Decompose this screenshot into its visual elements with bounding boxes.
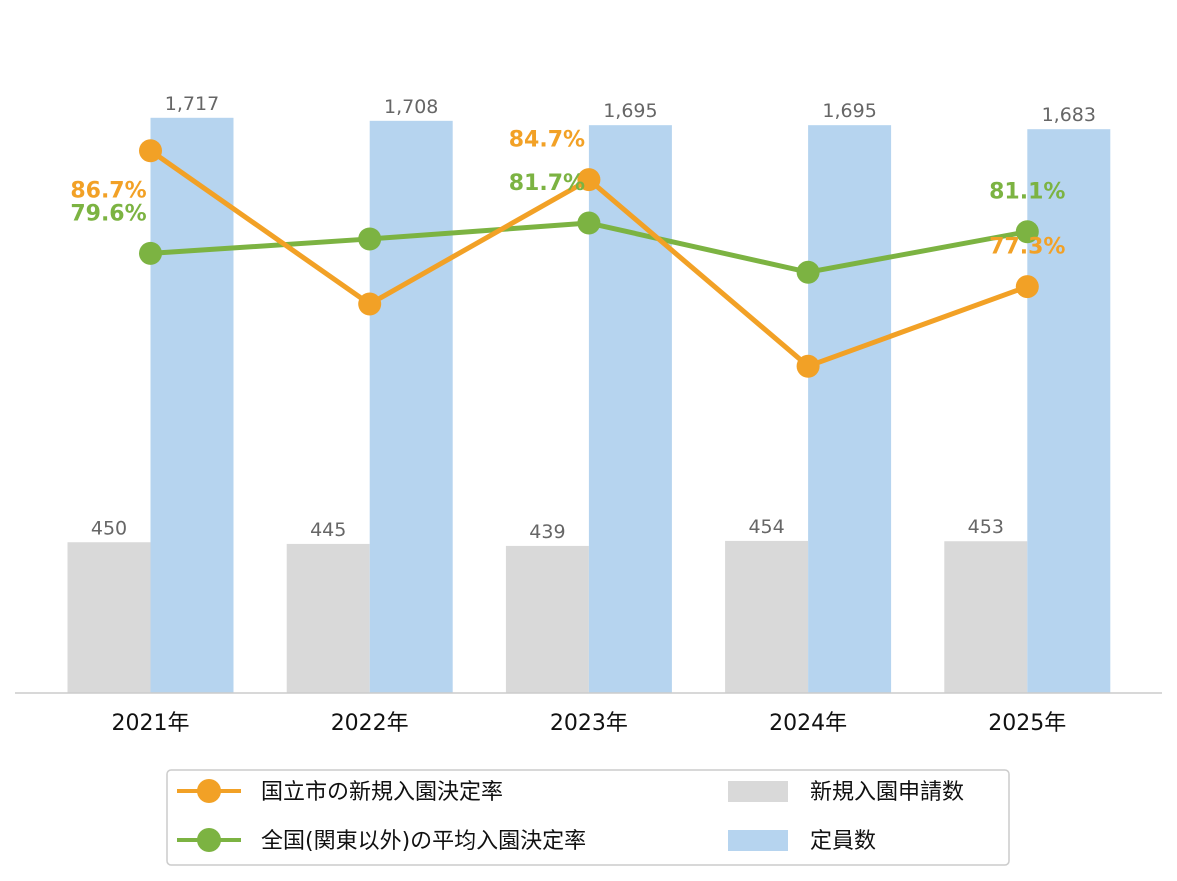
bar-value-label: 450 [91,517,127,539]
line-value-label: 81.7% [509,171,585,196]
legend-marker-swatch [197,828,221,852]
x-tick-label: 2023年 [550,711,628,736]
x-tick-label: 2021年 [112,711,190,736]
bar-applications [286,543,370,693]
bar-capacity [588,125,672,694]
legend-item-capacity: 定員数 [728,829,876,854]
legend-label: 新規入園申請数 [810,780,964,805]
legend-label: 国立市の新規入園決定率 [261,780,503,805]
x-tick-label: 2022年 [331,711,409,736]
line-value-labels: 86.7% 84.7% 77.3% 79.6% 81.7% 81.1% [70,128,1065,260]
line-point [577,211,601,235]
line-value-label: 79.6% [70,201,146,226]
lines-layer [139,139,1039,378]
x-tick-label: 2025年 [988,711,1066,736]
bar-value-label: 1,695 [822,100,876,122]
legend-frame [166,769,1010,866]
bar-value-label: 1,683 [1042,104,1096,126]
legend-label: 定員数 [810,829,876,854]
line-point [358,227,382,251]
line-point [139,241,162,265]
bar-applications [944,541,1028,693]
line-point [1015,220,1039,244]
legend: 国立市の新規入園決定率 全国(関東以外)の平均入園決定率 新規入園申請数 定員数 [166,769,1010,866]
bar-capacity [369,120,453,693]
bar-value-label: 1,708 [384,96,438,118]
legend-item-kunitachi-rate: 国立市の新規入園決定率 [177,779,503,805]
line-point [1015,275,1039,299]
bar-value-label: 1,717 [165,93,219,115]
legend-item-applications: 新規入園申請数 [728,780,964,805]
legend-bar-swatch [728,781,788,802]
bar-applications [725,540,809,693]
bar-value-label: 445 [310,519,346,541]
bar-capacity [150,117,234,694]
line-point [796,354,820,378]
legend-item-national-rate: 全国(関東以外)の平均入園決定率 [177,828,586,854]
legend-bar-swatch [728,830,788,851]
x-tick-label: 2024年 [769,711,847,736]
line-value-label: 77.3% [989,235,1065,260]
line-point [139,139,162,163]
bar-applications [67,542,151,693]
legend-marker-swatch [197,779,221,803]
bar-value-label: 439 [529,521,565,543]
line-point [358,292,382,316]
line-value-label: 84.7% [509,128,585,153]
legend-label: 全国(関東以外)の平均入園決定率 [261,829,586,854]
bar-value-label: 454 [748,516,784,538]
x-tick-labels: 2021年 2022年 2023年 2024年 2025年 [112,711,1067,736]
bar-value-label: 1,695 [603,100,657,122]
bar-capacity [808,125,892,694]
line-point [796,260,820,284]
line-point [577,168,601,192]
bar-value-labels: 450 445 439 454 453 1,717 1,708 1,695 1,695 1,683 [91,93,1096,543]
bars-layer [67,117,1111,694]
line-value-label: 86.7% [70,179,146,204]
line-value-label: 81.1% [989,180,1065,205]
bar-value-label: 453 [968,516,1004,538]
bar-capacity [1027,129,1111,693]
bar-applications [505,545,589,693]
